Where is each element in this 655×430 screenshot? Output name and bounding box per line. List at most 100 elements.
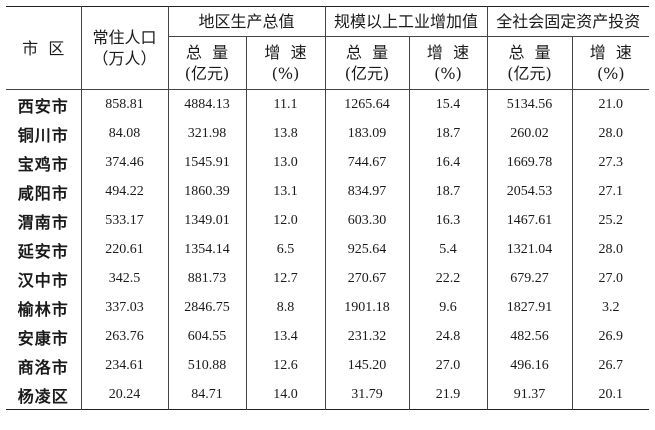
industry-growth-cell: 9.6 xyxy=(409,293,488,322)
population-header: 常住人口 （万人） xyxy=(81,6,169,90)
industry-growth-cell: 15.4 xyxy=(409,89,488,119)
gdp-growth-cell: 12.0 xyxy=(246,206,326,235)
investment-growth-cell: 21.0 xyxy=(598,96,624,112)
table-row: 安康市 263.76 604.55 13.4 231.32 24.8 482.5… xyxy=(6,322,649,351)
investment-growth-cell: 26.7 xyxy=(598,357,624,373)
population-cell: 374.46 xyxy=(81,148,169,177)
table-row: 渭南市 533.17 1349.01 12.0 603.30 16.3 1467… xyxy=(6,206,649,235)
industry-total-cell: 925.64 xyxy=(325,235,410,264)
industry-growth-cell: 24.8 xyxy=(409,322,488,351)
table-row: 杨凌区 20.24 84.71 14.0 31.79 21.9 91.37 20… xyxy=(6,380,649,410)
industry-total-header: 总 量 (亿元) xyxy=(325,36,410,90)
gdp-total-cell: 84.71 xyxy=(168,380,247,410)
investment-total-cell: 1467.61 xyxy=(487,206,573,235)
investment-growth-cell: 3.2 xyxy=(602,299,620,315)
industry-growth-cell: 16.3 xyxy=(409,206,488,235)
industry-total-cell: 834.97 xyxy=(325,177,410,206)
investment-total-header: 总 量 (亿元) xyxy=(487,36,573,90)
industry-growth-cell: 21.9 xyxy=(409,380,488,410)
population-cell: 84.08 xyxy=(81,119,169,148)
industry-total-cell: 1901.18 xyxy=(325,293,410,322)
investment-total-cell: 1321.04 xyxy=(487,235,573,264)
city-name: 商洛市 xyxy=(6,351,82,380)
investment-growth-cell: 27.1 xyxy=(598,183,624,199)
table-body: 西安市 858.81 4884.13 11.1 1265.64 15.4 513… xyxy=(6,89,649,410)
city-name: 宝鸡市 xyxy=(6,148,82,177)
population-cell: 533.17 xyxy=(81,206,169,235)
investment-growth-label: 增 速 xyxy=(589,43,632,62)
gdp-growth-label: 增 速 xyxy=(264,43,307,62)
gdp-total-cell: 510.88 xyxy=(168,351,247,380)
industry-total-unit: (亿元) xyxy=(344,64,390,83)
table-row: 咸阳市 494.22 1860.39 13.1 834.97 18.7 2054… xyxy=(6,177,649,206)
investment-total-cell: 679.27 xyxy=(487,264,573,293)
gdp-total-cell: 1354.14 xyxy=(168,235,247,264)
population-header-unit: （万人） xyxy=(92,49,157,68)
investment-growth-header: 增 速 (%) xyxy=(572,36,650,90)
gdp-growth-cell: 14.0 xyxy=(246,380,326,410)
table-row: 汉中市 342.5 881.73 12.7 270.67 22.2 679.27… xyxy=(6,264,649,293)
industry-total-cell: 603.30 xyxy=(325,206,410,235)
investment-total-cell: 5134.56 xyxy=(487,89,573,119)
industry-total-cell: 744.67 xyxy=(325,148,410,177)
industry-growth-cell: 5.4 xyxy=(409,235,488,264)
industry-total-label: 总 量 xyxy=(345,43,389,62)
investment-growth-cell: 26.9 xyxy=(598,328,624,344)
investment-total-cell: 496.16 xyxy=(487,351,573,380)
industry-total-cell: 270.67 xyxy=(325,264,410,293)
investment-total-cell: 1669.78 xyxy=(487,148,573,177)
industry-growth-cell: 27.0 xyxy=(409,351,488,380)
investment-growth-cell: 20.1 xyxy=(598,386,624,402)
industry-total-cell: 145.20 xyxy=(325,351,410,380)
gdp-total-cell: 2846.75 xyxy=(168,293,247,322)
header-row-top: 市 区 常住人口 （万人） 地区生产总值 规模以上工业增加值 全社会固定资产投资 xyxy=(6,6,650,90)
city-name: 铜川市 xyxy=(6,119,82,148)
gdp-growth-header: 增 速 (%) xyxy=(246,36,326,90)
gdp-total-cell: 604.55 xyxy=(168,322,247,351)
population-cell: 342.5 xyxy=(81,264,169,293)
investment-total-label: 总 量 xyxy=(508,43,551,62)
investment-growth-cell: 27.0 xyxy=(598,270,624,286)
city-statistics-table: 市 区 常住人口 （万人） 地区生产总值 规模以上工业增加值 全社会固定资产投资… xyxy=(6,6,650,410)
industry-total-cell: 231.32 xyxy=(325,322,410,351)
investment-group-header: 全社会固定资产投资 xyxy=(487,6,650,37)
gdp-growth-cell: 13.4 xyxy=(246,322,326,351)
population-cell: 858.81 xyxy=(81,89,169,119)
table-row: 铜川市 84.08 321.98 13.8 183.09 18.7 260.02… xyxy=(6,119,649,148)
gdp-total-header: 总 量 (亿元) xyxy=(168,36,247,90)
city-name: 榆林市 xyxy=(6,293,82,322)
investment-total-cell: 1827.91 xyxy=(487,293,573,322)
gdp-growth-cell: 6.5 xyxy=(246,235,326,264)
table-header: 市 区 常住人口 （万人） 地区生产总值 规模以上工业增加值 全社会固定资产投资… xyxy=(6,6,650,90)
city-name: 咸阳市 xyxy=(6,177,82,206)
gdp-growth-cell: 8.8 xyxy=(246,293,326,322)
city-name: 渭南市 xyxy=(6,206,82,235)
population-cell: 337.03 xyxy=(81,293,169,322)
gdp-total-cell: 1545.91 xyxy=(168,148,247,177)
gdp-total-unit: (亿元) xyxy=(184,64,230,83)
gdp-total-cell: 1349.01 xyxy=(168,206,247,235)
gdp-growth-cell: 13.1 xyxy=(246,177,326,206)
industry-total-cell: 183.09 xyxy=(325,119,410,148)
gdp-total-label: 总 量 xyxy=(185,43,229,62)
gdp-total-cell: 1860.39 xyxy=(168,177,247,206)
population-cell: 263.76 xyxy=(81,322,169,351)
district-header: 市 区 xyxy=(6,6,82,90)
investment-total-cell: 482.56 xyxy=(487,322,573,351)
gdp-growth-cell: 13.8 xyxy=(246,119,326,148)
city-name: 汉中市 xyxy=(6,264,82,293)
table-row: 延安市 220.61 1354.14 6.5 925.64 5.4 1321.0… xyxy=(6,235,649,264)
industry-growth-cell: 18.7 xyxy=(409,177,488,206)
gdp-growth-cell: 12.7 xyxy=(246,264,326,293)
investment-growth-cell: 28.0 xyxy=(598,125,624,141)
investment-growth-cell: 28.0 xyxy=(598,241,624,257)
industry-total-cell: 31.79 xyxy=(325,380,410,410)
city-name: 延安市 xyxy=(6,235,82,264)
industry-growth-cell: 16.4 xyxy=(409,148,488,177)
population-cell: 234.61 xyxy=(81,351,169,380)
table-row: 宝鸡市 374.46 1545.91 13.0 744.67 16.4 1669… xyxy=(6,148,649,177)
population-cell: 20.24 xyxy=(81,380,169,410)
industry-growth-unit: (%) xyxy=(434,64,462,83)
gdp-growth-cell: 11.1 xyxy=(246,89,326,119)
investment-growth-unit: (%) xyxy=(596,64,625,83)
